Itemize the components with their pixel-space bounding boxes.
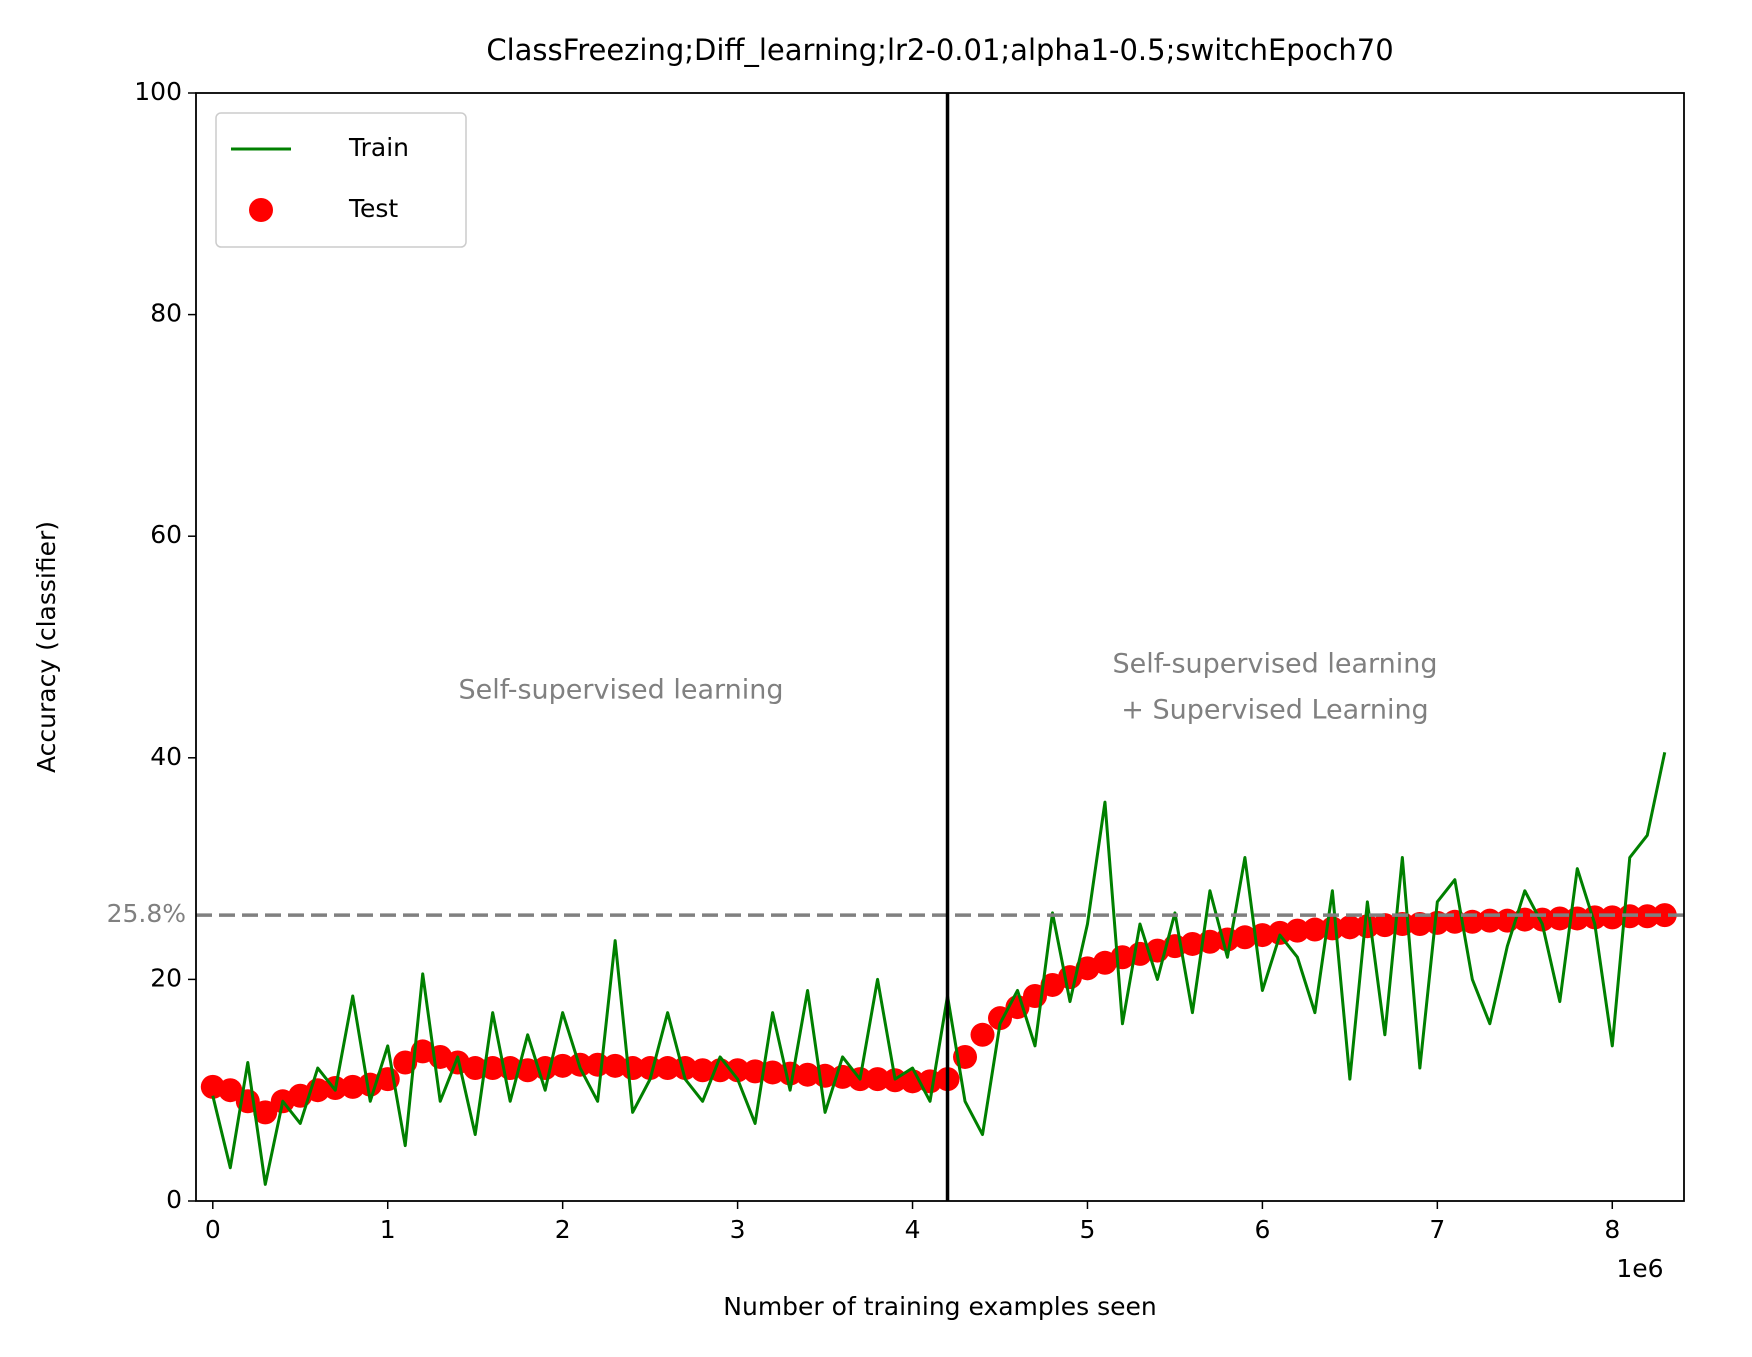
x-tick-label: 3 <box>730 1215 746 1244</box>
x-offset-label: 1e6 <box>1616 1254 1663 1283</box>
legend-box <box>215 112 467 248</box>
x-tick-label: 2 <box>555 1215 571 1244</box>
legend: Train Test <box>215 112 467 248</box>
y-axis-label: Accuracy (classifier) <box>32 521 61 773</box>
y-tick-label: 20 <box>150 963 182 992</box>
x-tick-label: 0 <box>205 1215 221 1244</box>
test-point <box>1372 913 1397 938</box>
test-point <box>218 1078 243 1103</box>
x-axis-label: Number of training examples seen <box>723 1292 1156 1321</box>
annotation: Self-supervised learning <box>458 675 783 706</box>
axes-frame <box>195 92 1685 1202</box>
legend-marker <box>249 198 273 222</box>
test-point <box>463 1056 488 1081</box>
x-tick-label: 5 <box>1080 1215 1096 1244</box>
test-point <box>830 1064 855 1089</box>
test-point <box>1337 915 1362 940</box>
reference-label: 25.8% <box>107 899 186 928</box>
test-point <box>1180 931 1205 956</box>
annotation: + Supervised Learning <box>1121 695 1428 726</box>
test-point <box>515 1058 540 1083</box>
test-point <box>1232 925 1257 950</box>
x-tick-label: 7 <box>1429 1215 1445 1244</box>
test-point <box>1285 918 1310 943</box>
y-tick-label: 100 <box>134 77 182 106</box>
y-tick-label: 0 <box>166 1185 182 1214</box>
train-line <box>211 751 1667 1186</box>
test-point <box>1302 917 1327 942</box>
test-point <box>1600 905 1625 930</box>
legend-label: Test <box>348 194 398 223</box>
test-point <box>970 1022 995 1047</box>
test-point <box>1425 910 1450 935</box>
x-tick-label: 6 <box>1254 1215 1270 1244</box>
test-point <box>655 1056 680 1081</box>
test-point <box>760 1060 785 1085</box>
test-point <box>253 1100 278 1125</box>
test-point <box>725 1058 750 1083</box>
y-tick-label: 40 <box>150 742 182 771</box>
test-point <box>550 1053 575 1078</box>
test-point <box>865 1067 890 1092</box>
x-tick-label: 4 <box>905 1215 921 1244</box>
x-tick-label: 8 <box>1604 1215 1620 1244</box>
test-point <box>690 1058 715 1083</box>
plot-area <box>200 751 1677 1186</box>
y-tick-label: 60 <box>150 520 182 549</box>
legend-label: Train <box>348 133 409 162</box>
x-tick-label: 1 <box>380 1215 396 1244</box>
test-point <box>1355 914 1380 939</box>
test-point <box>1652 903 1677 928</box>
test-point <box>1547 906 1572 931</box>
test-point <box>603 1053 628 1078</box>
annotation: Self-supervised learning <box>1112 649 1437 680</box>
test-point <box>393 1050 418 1075</box>
test-point <box>1582 905 1607 930</box>
test-point <box>1407 912 1432 936</box>
test-point <box>340 1074 365 1099</box>
test-point <box>1267 920 1292 945</box>
test-point <box>900 1069 925 1094</box>
chart-title: ClassFreezing;Diff_learning;lr2-0.01;alp… <box>486 33 1393 67</box>
test-point <box>795 1062 820 1087</box>
y-tick-label: 80 <box>150 299 182 328</box>
